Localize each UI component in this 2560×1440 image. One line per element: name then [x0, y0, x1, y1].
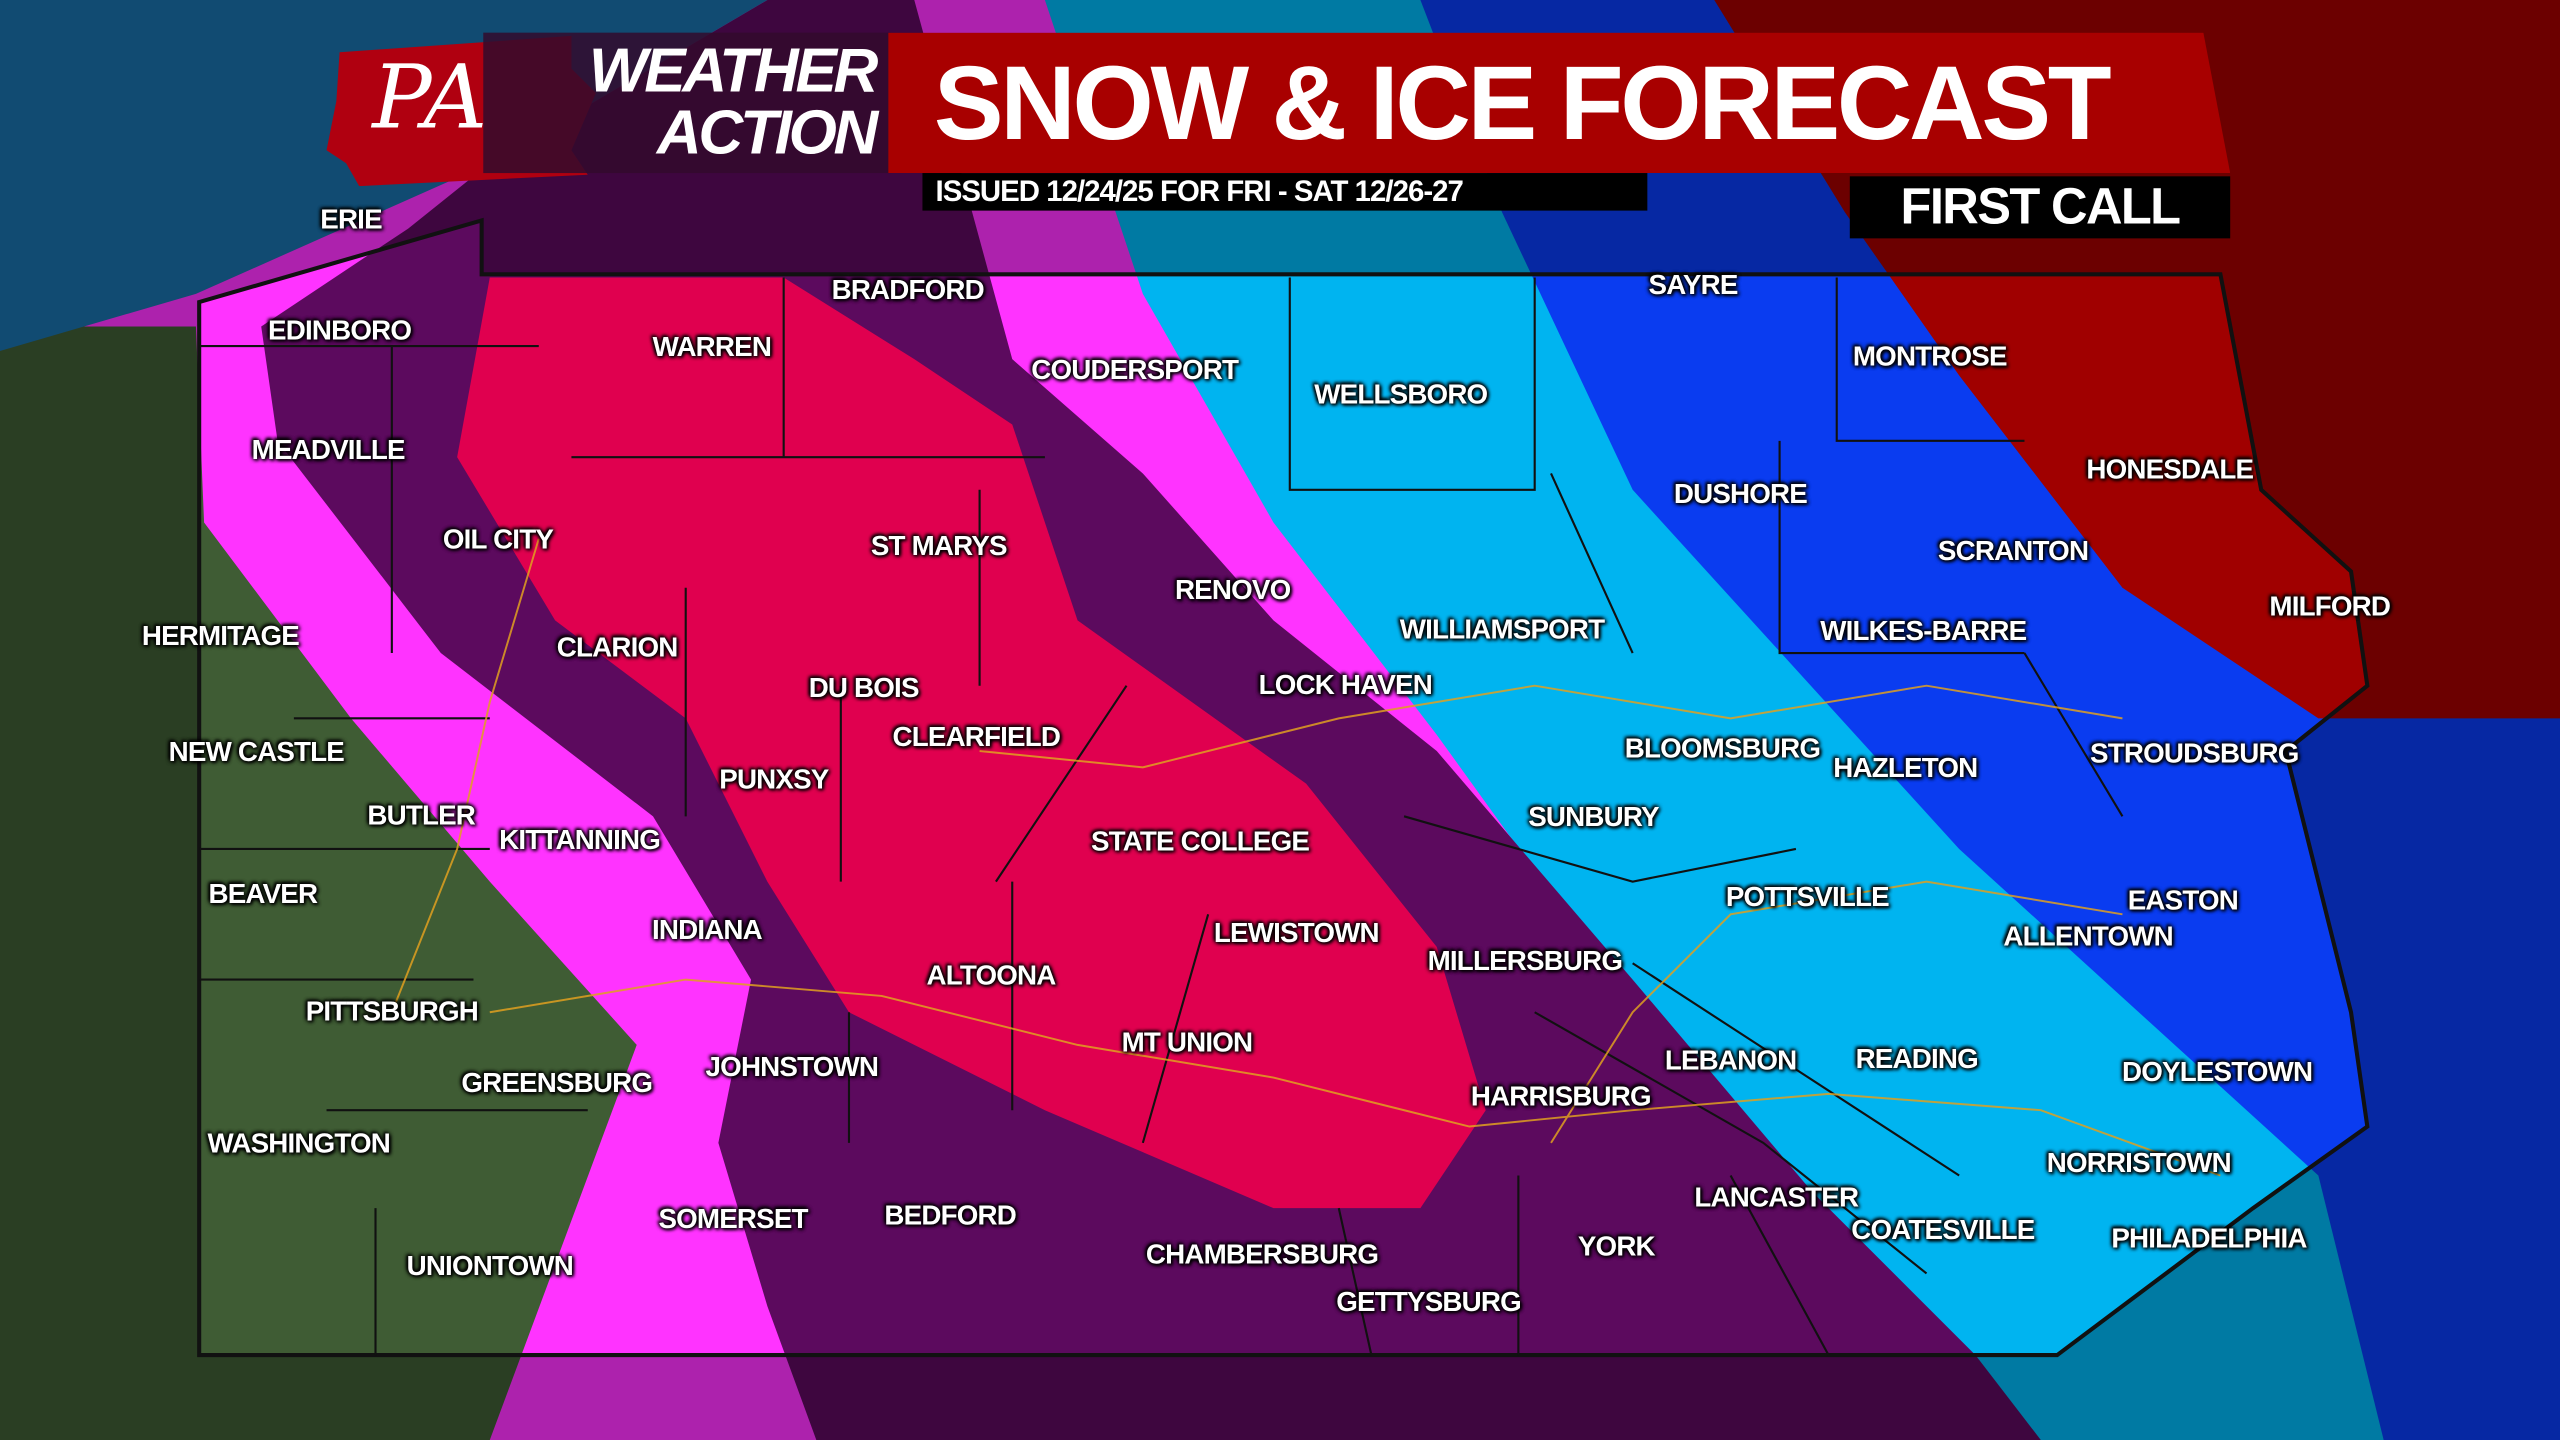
city-label: READING [1855, 1043, 1979, 1075]
city-label: GETTYSBURG [1336, 1286, 1521, 1318]
city-label: SOMERSET [658, 1203, 808, 1235]
city-label: MT UNION [1121, 1026, 1254, 1058]
city-label: PHILADELPHIA [2111, 1222, 2307, 1254]
city-label: OIL CITY [442, 524, 554, 556]
city-label: HARRISBURG [1470, 1080, 1652, 1112]
city-label: CLEARFIELD [892, 721, 1061, 753]
city-label: POTTSVILLE [1725, 881, 1890, 913]
city-label: COATESVILLE [1851, 1214, 2035, 1246]
city-label: WILLIAMSPORT [1399, 613, 1605, 645]
city-label: WARREN [652, 331, 772, 363]
city-label: HAZLETON [1833, 752, 1978, 784]
city-label: HERMITAGE [141, 620, 300, 652]
city-label: MILFORD [2269, 591, 2391, 623]
brand-name: WEATHER ACTION [483, 32, 892, 174]
city-label: CLARION [556, 631, 679, 663]
pa-logo-letters: PA [372, 45, 488, 149]
city-label: BRADFORD [831, 274, 985, 306]
city-label: ALTOONA [926, 959, 1057, 992]
city-label: DOYLESTOWN [2122, 1056, 2313, 1088]
city-label: NORRISTOWN [2046, 1147, 2232, 1179]
title-banner: SNOW & ICE FORECAST [888, 32, 2231, 174]
county-lines [199, 277, 2124, 1356]
city-label: SUNBURY [1528, 801, 1659, 833]
city-label: NEW CASTLE [168, 736, 345, 768]
city-label: BEDFORD [884, 1199, 1016, 1232]
city-label: UNIONTOWN [406, 1250, 574, 1282]
city-label: WILKES-BARRE [1820, 615, 2027, 647]
city-label: SAYRE [1648, 269, 1739, 301]
city-label: WELLSBORO [1314, 378, 1488, 410]
brand-line-2: ACTION [656, 99, 878, 169]
city-label: HONESDALE [2086, 453, 2254, 485]
city-label: SCRANTON [1937, 535, 2089, 567]
city-label: STROUDSBURG [2090, 737, 2299, 769]
city-label: COUDERSPORT [1031, 354, 1239, 386]
city-label: MILLERSBURG [1427, 945, 1623, 977]
city-label: DU BOIS [808, 672, 920, 704]
city-label: EDINBORO [268, 315, 412, 347]
city-label: PUNXSY [719, 764, 829, 796]
city-label: LEBANON [1664, 1044, 1797, 1076]
issued-date: ISSUED 12/24/25 FOR FRI - SAT 12/26-27 [922, 173, 1648, 211]
city-label: ALLENTOWN [2003, 920, 2173, 952]
city-label: LANCASTER [1694, 1182, 1859, 1214]
city-label: BEAVER [208, 878, 318, 910]
city-label: RENOVO [1174, 574, 1291, 606]
city-label: EASTON [2127, 884, 2239, 916]
city-label: JOHNSTOWN [705, 1051, 879, 1083]
brand-line-1: WEATHER [588, 37, 878, 107]
city-label: KITTANNING [499, 824, 661, 856]
city-label: INDIANA [651, 914, 763, 946]
roads [390, 538, 2221, 1177]
city-label: LOCK HAVEN [1258, 669, 1433, 701]
terrain-west [0, 326, 637, 1440]
city-label: GREENSBURG [461, 1067, 653, 1099]
zone-crimson [457, 277, 1486, 1209]
city-label: STATE COLLEGE [1090, 826, 1310, 858]
first-call-badge: FIRST CALL [1849, 176, 2231, 239]
city-label: PITTSBURGH [305, 995, 479, 1027]
city-label: BLOOMSBURG [1624, 733, 1821, 765]
page-title: SNOW & ICE FORECAST [933, 44, 2112, 162]
city-label: YORK [1577, 1231, 1656, 1263]
city-label: WASHINGTON [207, 1128, 391, 1160]
city-label: ERIE [320, 204, 382, 236]
city-label: BUTLER [367, 799, 476, 832]
city-label: DUSHORE [1673, 478, 1808, 510]
city-label: ST MARYS [870, 530, 1008, 562]
city-label: LEWISTOWN [1213, 917, 1380, 949]
city-label: CHAMBERSBURG [1145, 1239, 1379, 1271]
state-border [197, 217, 2370, 1358]
city-label: MONTROSE [1852, 341, 2008, 373]
city-label: MEADVILLE [251, 434, 406, 466]
